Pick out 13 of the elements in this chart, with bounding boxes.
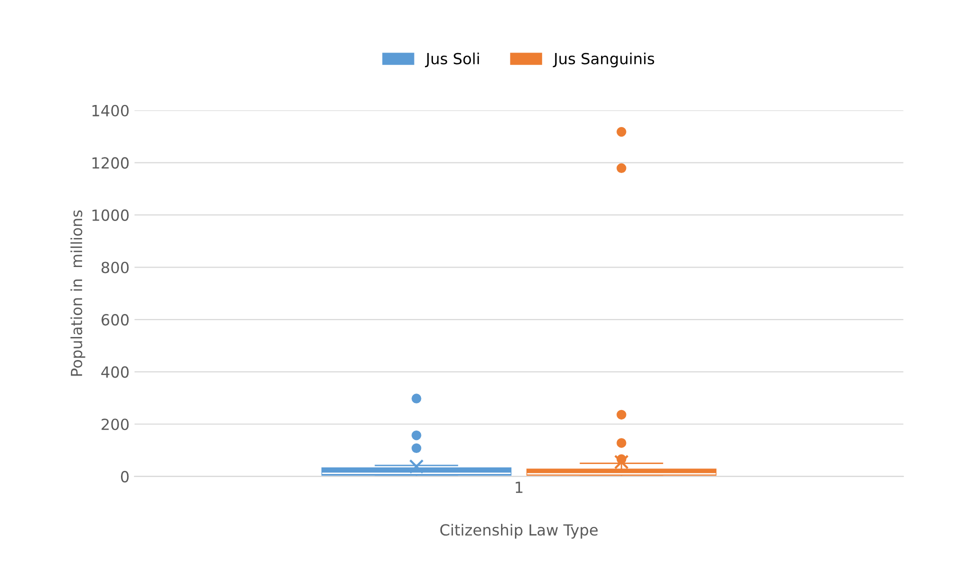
y-tick-label: 1200	[92, 157, 129, 169]
y-tick-label: 1400	[92, 104, 129, 116]
y-tick-label: 400	[101, 366, 129, 378]
y-tick-label: 0	[120, 470, 129, 482]
y-tick-label: 200	[102, 418, 129, 430]
x-axis-title: Citizenship Law Type	[440, 524, 598, 539]
legend-label: Jus Sanguinis	[552, 52, 654, 68]
y-axis-title: Population in millions	[70, 210, 86, 376]
y-tick-label: 800	[102, 262, 129, 274]
y-tick-label: 600	[102, 314, 129, 326]
legend-label: Jus Soli	[424, 52, 479, 68]
y-tick-label: 1000	[92, 209, 129, 221]
x-tick-label: 1	[516, 482, 522, 493]
